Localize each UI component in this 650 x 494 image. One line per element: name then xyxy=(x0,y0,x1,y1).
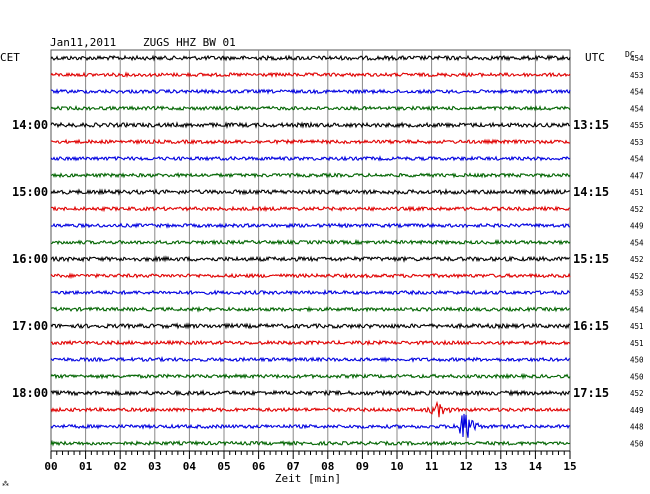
header-date: Jan11,2011 xyxy=(50,36,116,49)
dc-value: 449 xyxy=(630,222,644,231)
right-hour-label: 17:15 xyxy=(573,386,609,400)
trace-22 xyxy=(50,413,571,438)
trace-1 xyxy=(50,71,571,79)
left-zone-label: CET xyxy=(0,51,20,64)
trace-23 xyxy=(50,439,571,447)
trace-0 xyxy=(50,54,571,62)
left-hour-label: 17:00 xyxy=(12,319,48,333)
trace-8 xyxy=(50,188,571,196)
dc-value: 454 xyxy=(630,305,644,314)
left-hour-labels: 14:00 15:00 16:00 17:00 18:00 xyxy=(12,118,48,400)
x-tick-label: 09 xyxy=(356,460,369,473)
trace-21 xyxy=(50,400,571,418)
trace-18 xyxy=(50,355,571,363)
dc-value: 454 xyxy=(630,155,644,164)
trace-6 xyxy=(50,155,571,162)
left-hour-label: 16:00 xyxy=(12,252,48,266)
trace-19 xyxy=(50,372,571,380)
dc-value: 454 xyxy=(630,104,644,113)
trace-16 xyxy=(50,322,571,330)
x-tick-label: 06 xyxy=(252,460,266,473)
x-tick-label: 13 xyxy=(494,460,507,473)
dc-value: 453 xyxy=(630,289,644,298)
dc-value: 452 xyxy=(630,272,644,281)
dc-value: 450 xyxy=(630,439,644,448)
x-axis-label: Zeit [min] xyxy=(275,472,341,485)
dc-value: 451 xyxy=(630,188,644,197)
x-tick-label: 00 xyxy=(44,460,57,473)
right-zone-label: UTC xyxy=(585,51,605,64)
plot-frame xyxy=(50,49,571,452)
dc-value: 454 xyxy=(630,238,644,247)
trace-13 xyxy=(50,272,571,280)
x-tick-label: 03 xyxy=(148,460,161,473)
left-hour-label: 14:00 xyxy=(12,118,48,132)
x-tick-label: 04 xyxy=(183,460,197,473)
left-hour-label: 15:00 xyxy=(12,185,48,199)
trace-20 xyxy=(50,389,571,397)
trace-4 xyxy=(50,121,571,130)
right-hour-label: 16:15 xyxy=(573,319,609,333)
x-axis: 00 01 02 03 04 05 06 07 08 09 10 11 12 13 14 15 xyxy=(44,450,577,473)
x-tick-label: 12 xyxy=(460,460,473,473)
trace-9 xyxy=(50,205,571,213)
dc-value: 453 xyxy=(630,71,644,80)
x-tick-label: 15 xyxy=(563,460,576,473)
dc-value: 450 xyxy=(630,372,644,381)
dc-value: 448 xyxy=(630,423,644,432)
dc-value: 453 xyxy=(630,138,644,147)
right-hour-label: 14:15 xyxy=(573,185,609,199)
dc-value: 455 xyxy=(630,121,644,130)
dc-value: 451 xyxy=(630,339,644,348)
left-hour-label: 18:00 xyxy=(12,386,48,400)
right-hour-labels: 13:15 14:15 15:15 16:15 17:15 xyxy=(573,118,609,400)
trace-15 xyxy=(50,305,571,313)
x-tick-label: 08 xyxy=(321,460,334,473)
plot-grid xyxy=(50,49,571,452)
trace-2 xyxy=(50,88,571,95)
corner-mark: ⁂ xyxy=(2,480,9,488)
x-tick-label: 10 xyxy=(390,460,403,473)
dc-value: 452 xyxy=(630,205,644,214)
trace-3 xyxy=(50,104,571,112)
dc-value: 454 xyxy=(630,54,644,63)
trace-group xyxy=(50,54,571,447)
trace-10 xyxy=(50,222,571,229)
trace-14 xyxy=(50,289,571,296)
right-hour-label: 13:15 xyxy=(573,118,609,132)
trace-12 xyxy=(50,255,571,263)
header-station: ZUGS HHZ BW 01 xyxy=(143,36,236,49)
x-tick-label: 07 xyxy=(287,460,300,473)
trace-11 xyxy=(50,238,571,246)
x-tick-label: 02 xyxy=(114,460,127,473)
x-tick-label: 14 xyxy=(529,460,543,473)
trace-5 xyxy=(50,138,571,146)
dc-value: 452 xyxy=(630,389,644,398)
trace-7 xyxy=(50,172,571,179)
dc-value: 451 xyxy=(630,322,644,331)
x-tick-label: 01 xyxy=(79,460,93,473)
dc-value: 447 xyxy=(630,171,644,180)
dc-value: 450 xyxy=(630,356,644,365)
x-tick-label: 11 xyxy=(425,460,439,473)
dc-value: 449 xyxy=(630,406,644,415)
dc-value: 454 xyxy=(630,88,644,97)
dc-value-labels: 454 453 454 454 455 453 454 447 451 452 449 454 452 4… xyxy=(630,54,644,448)
trace-17 xyxy=(50,339,571,346)
dc-value: 452 xyxy=(630,255,644,264)
right-hour-label: 15:15 xyxy=(573,252,609,266)
dc-label: DC xyxy=(625,50,635,59)
x-tick-label: 05 xyxy=(217,460,230,473)
